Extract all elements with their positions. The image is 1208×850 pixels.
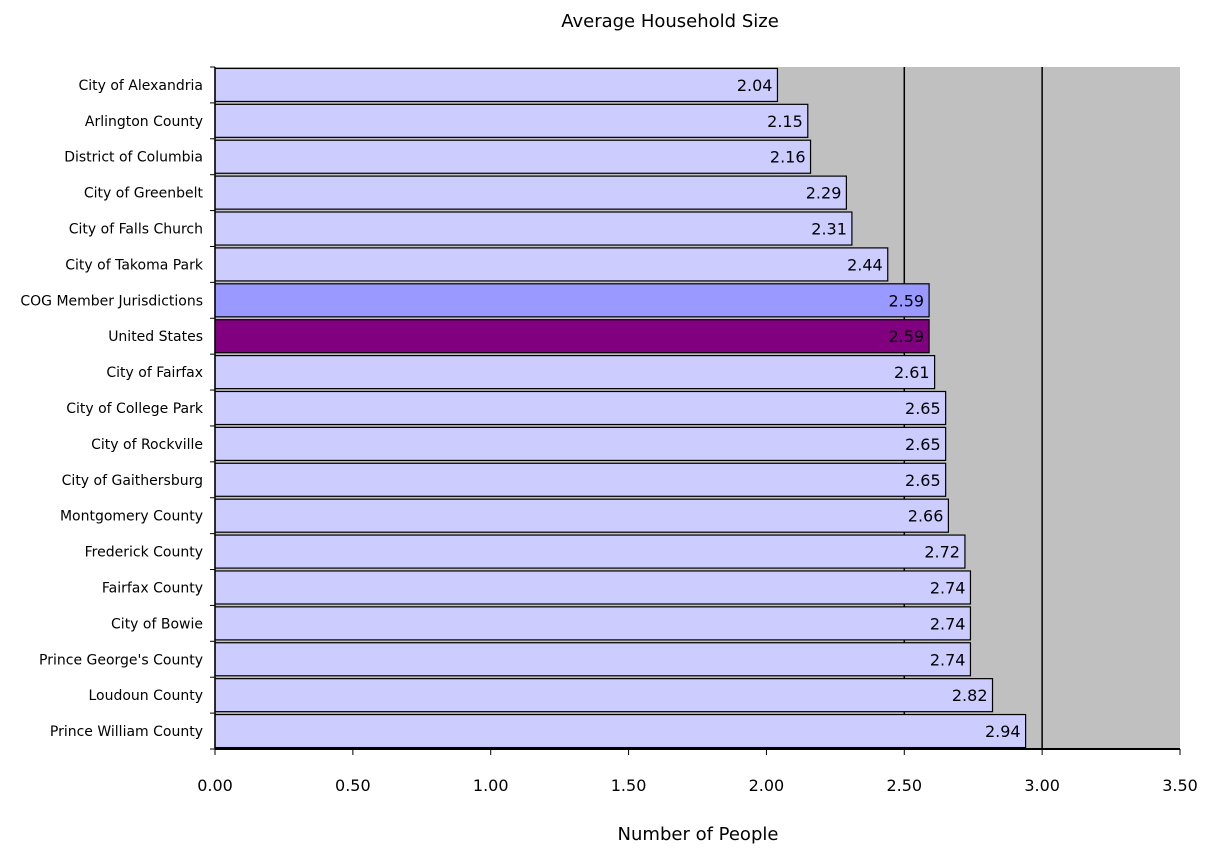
bar bbox=[214, 426, 947, 462]
data-label: 2.72 bbox=[924, 543, 960, 562]
bar bbox=[214, 283, 930, 318]
category-label: United States bbox=[108, 329, 203, 345]
category-label: Fairfax County bbox=[102, 580, 203, 596]
category-label: City of Alexandria bbox=[78, 78, 203, 94]
data-label: 2.04 bbox=[737, 76, 773, 95]
bar bbox=[214, 139, 812, 174]
data-label: 2.74 bbox=[930, 650, 966, 669]
x-tick-label: 0.00 bbox=[197, 776, 233, 795]
category-label: City of Rockville bbox=[91, 437, 203, 453]
data-label: 2.65 bbox=[905, 471, 941, 490]
x-axis-title: Number of People bbox=[618, 824, 779, 845]
data-label: 2.65 bbox=[905, 435, 941, 454]
category-label: Prince William County bbox=[50, 724, 203, 740]
category-label: City of College Park bbox=[66, 401, 204, 417]
data-label: 2.65 bbox=[905, 399, 941, 418]
data-label: 2.82 bbox=[952, 686, 988, 705]
x-tick-label: 1.50 bbox=[611, 776, 647, 795]
bar bbox=[214, 211, 853, 246]
x-tick-label: 3.50 bbox=[1162, 776, 1198, 795]
data-label: 2.29 bbox=[806, 184, 842, 203]
category-label: Frederick County bbox=[85, 545, 203, 561]
data-label: 2.66 bbox=[908, 507, 944, 526]
bar bbox=[214, 534, 966, 569]
bar bbox=[214, 713, 1027, 749]
data-label: 2.59 bbox=[888, 291, 924, 310]
category-label: District of Columbia bbox=[64, 150, 203, 166]
data-label: 2.74 bbox=[930, 578, 966, 597]
category-label: Loudoun County bbox=[88, 688, 203, 704]
category-label: Prince George's County bbox=[39, 652, 203, 668]
category-label: City of Gaithersburg bbox=[62, 473, 203, 489]
x-tick-label: 0.50 bbox=[335, 776, 371, 795]
data-label: 2.94 bbox=[985, 722, 1021, 741]
bar bbox=[214, 103, 809, 138]
bar bbox=[214, 247, 889, 282]
category-label: Arlington County bbox=[85, 114, 203, 130]
data-label: 2.15 bbox=[767, 112, 803, 131]
category-label: City of Fairfax bbox=[106, 365, 203, 381]
data-label: 2.16 bbox=[770, 148, 806, 167]
x-tick-label: 3.00 bbox=[1024, 776, 1060, 795]
category-label: COG Member Jurisdictions bbox=[20, 293, 203, 309]
category-label: City of Bowie bbox=[111, 616, 203, 632]
x-tick-label: 2.50 bbox=[886, 776, 922, 795]
data-label: 2.61 bbox=[894, 363, 930, 382]
data-label: 2.31 bbox=[811, 220, 847, 239]
bar bbox=[214, 67, 779, 103]
data-label: 2.59 bbox=[888, 327, 924, 346]
data-label: 2.74 bbox=[930, 614, 966, 633]
chart-title: Average Household Size bbox=[561, 11, 779, 32]
x-tick-label: 1.00 bbox=[473, 776, 509, 795]
bar bbox=[214, 498, 950, 533]
data-label: 2.44 bbox=[847, 255, 883, 274]
bar bbox=[214, 642, 972, 677]
bar bbox=[214, 570, 972, 605]
category-label: Montgomery County bbox=[60, 509, 203, 525]
bar bbox=[214, 678, 994, 713]
bar bbox=[214, 319, 930, 354]
bar bbox=[214, 175, 847, 210]
category-label: City of Takoma Park bbox=[65, 257, 204, 273]
bar bbox=[214, 462, 947, 497]
category-label: City of Greenbelt bbox=[84, 186, 204, 202]
category-label: City of Falls Church bbox=[69, 222, 203, 238]
bar bbox=[214, 354, 936, 390]
bar bbox=[214, 606, 972, 641]
x-tick-label: 2.00 bbox=[749, 776, 785, 795]
bar bbox=[214, 390, 947, 426]
